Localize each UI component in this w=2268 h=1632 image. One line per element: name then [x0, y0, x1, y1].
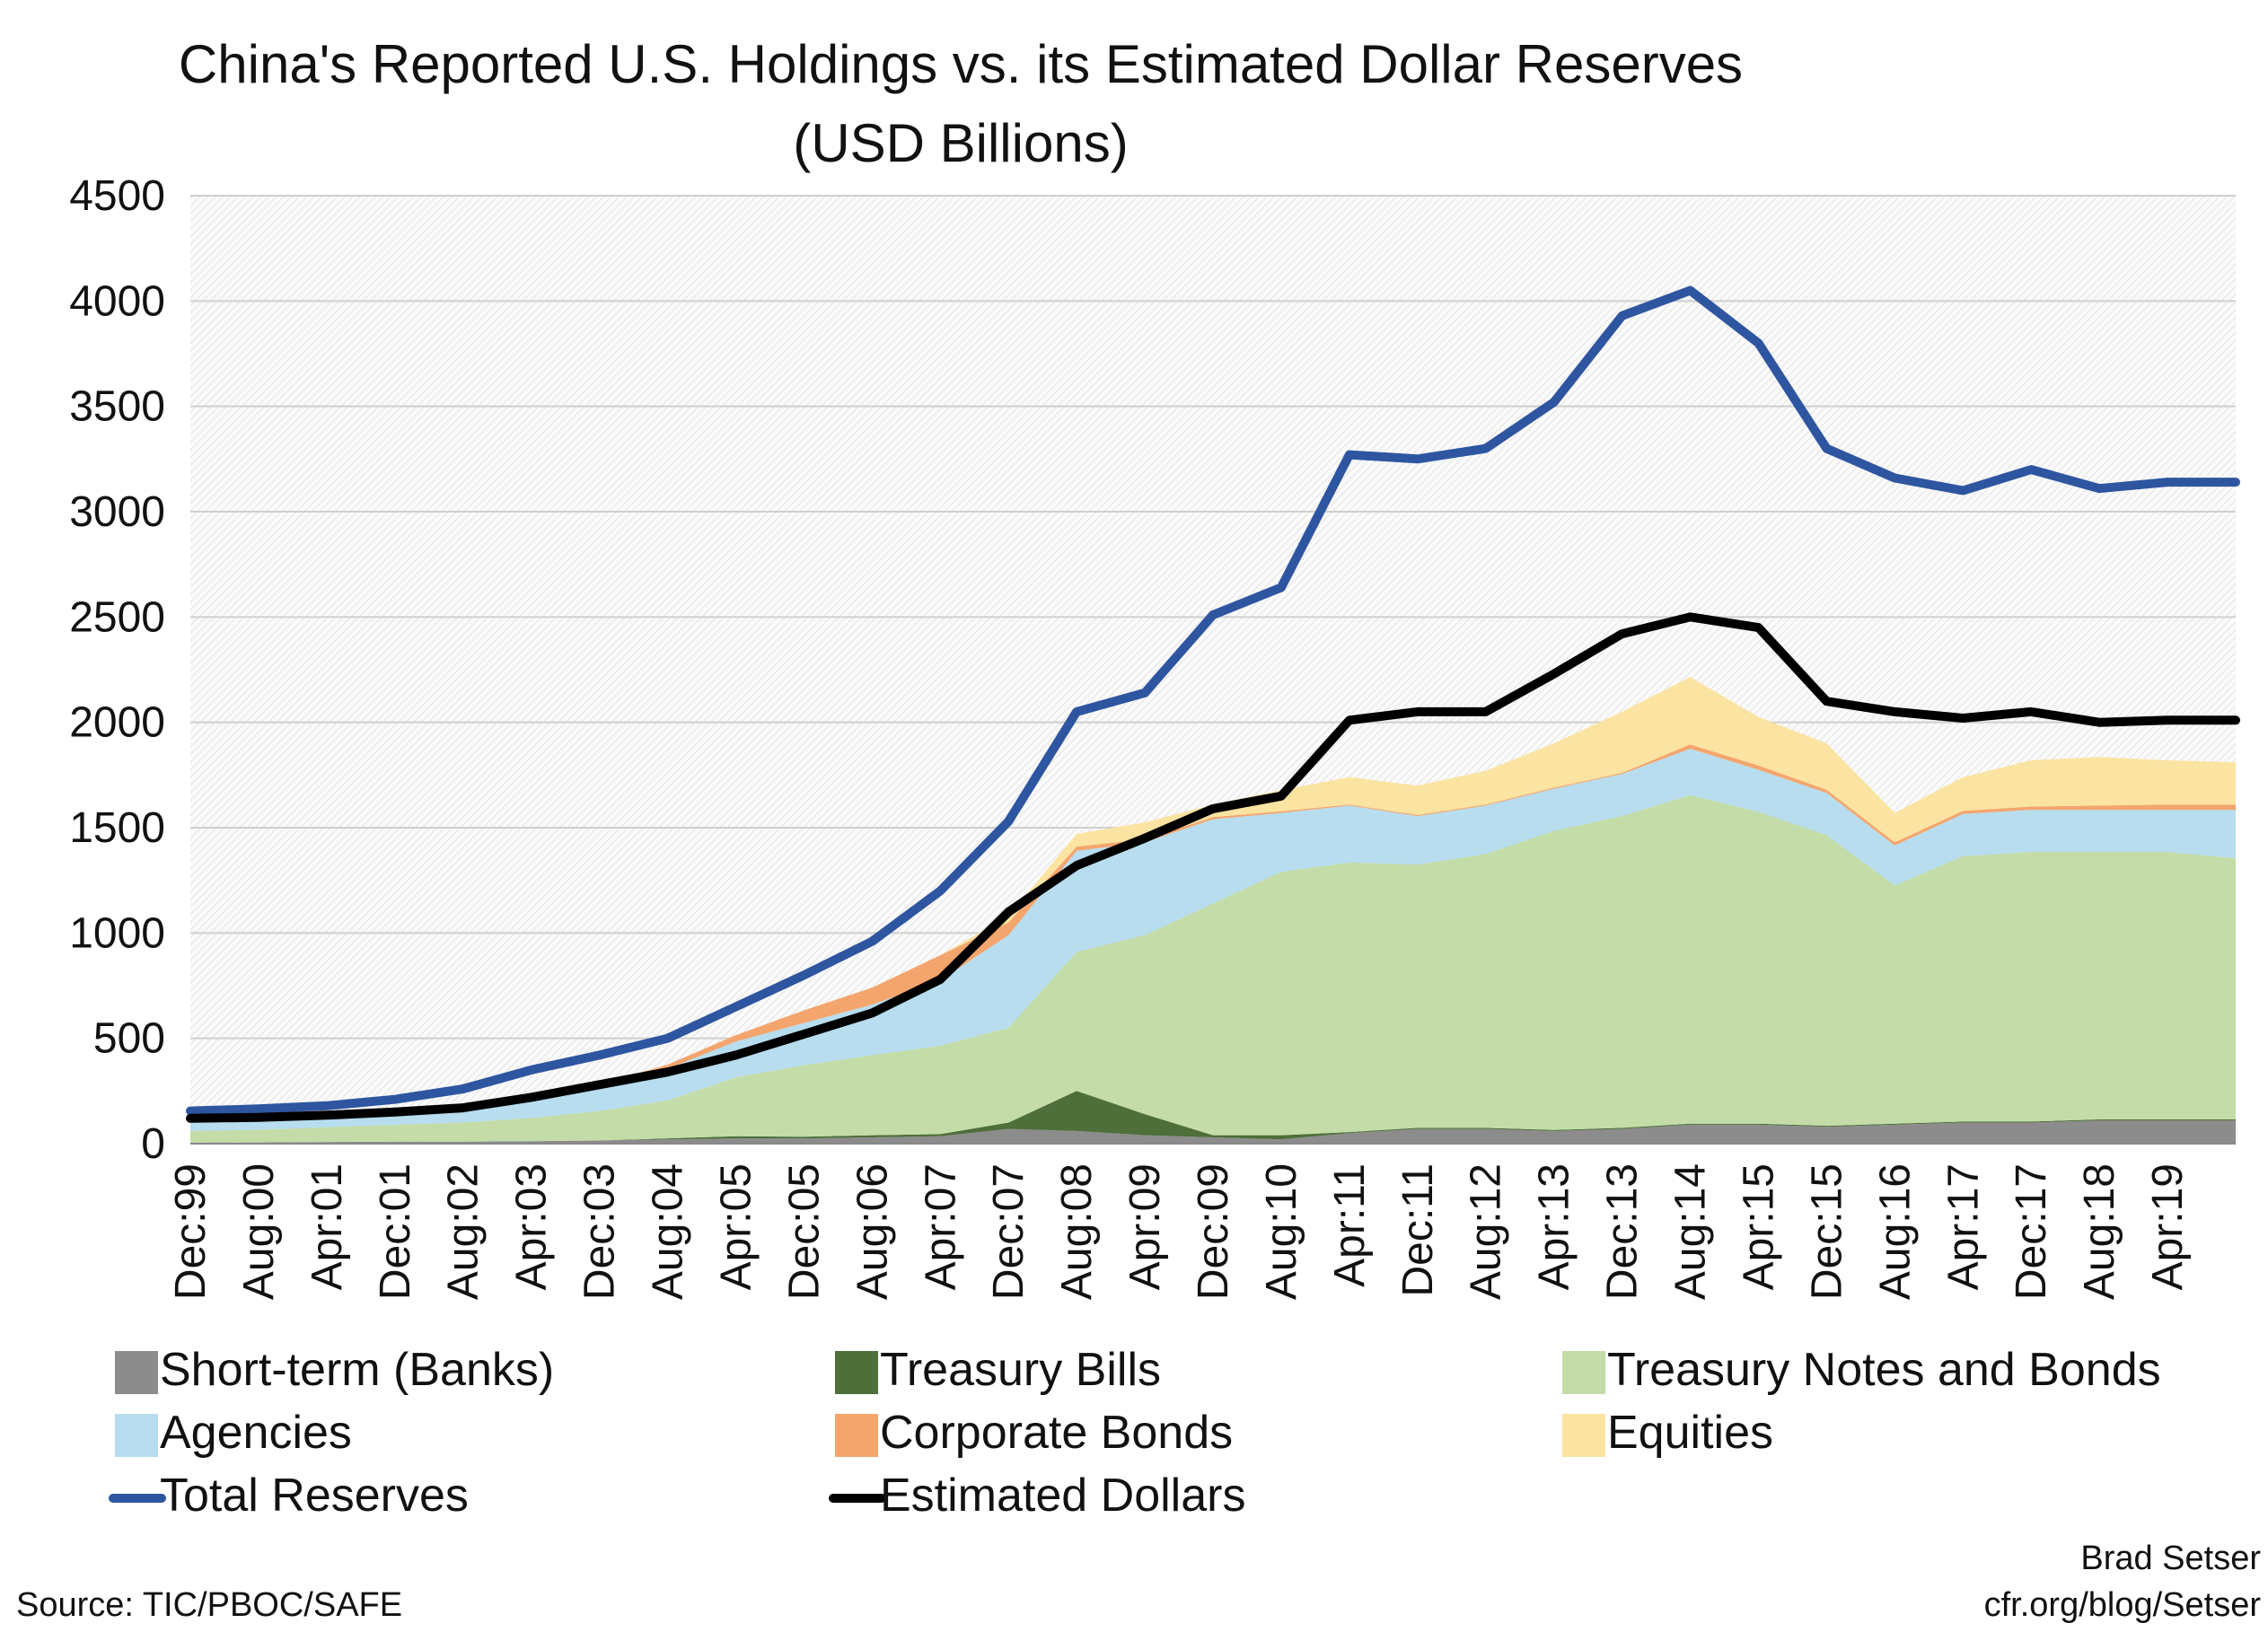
x-tick-label: Dec:13 [1599, 1163, 1647, 1300]
x-tick-label: Dec:03 [576, 1163, 624, 1300]
x-tick-label: Apr:07 [917, 1163, 964, 1290]
x-tick-label: Dec:11 [1394, 1163, 1442, 1297]
x-tick-label: Aug:04 [645, 1163, 692, 1300]
x-tick-label: Dec:15 [1803, 1163, 1850, 1300]
chart-title: China's Reported U.S. Holdings vs. its E… [179, 34, 1743, 94]
x-tick-label: Apr:13 [1531, 1163, 1578, 1290]
y-tick-label: 0 [141, 1120, 165, 1168]
line-series [186, 285, 2240, 1123]
y-tick-label: 2000 [69, 699, 165, 747]
chart-subtitle: (USD Billions) [793, 113, 1128, 173]
x-tick-label: Apr:05 [713, 1163, 760, 1290]
legend-swatch-treasury-bills [835, 1351, 878, 1394]
credit-author: Brad Setser [2080, 1540, 2261, 1577]
stacked-areas [190, 677, 2236, 1144]
legend-label-agencies: Agencies [160, 1407, 352, 1459]
legend-label-estimated-dollars: Estimated Dollars [880, 1470, 1245, 1522]
x-tick-label: Apr:17 [1939, 1163, 1987, 1290]
y-tick-label: 1500 [69, 804, 165, 852]
area-treasury-notes-and-bonds [190, 794, 2236, 1143]
x-tick-label: Aug:06 [848, 1163, 896, 1300]
y-tick-label: 3000 [69, 488, 165, 536]
legend-label-corporate-bonds: Corporate Bonds [880, 1407, 1233, 1459]
legend-swatch-agencies [115, 1414, 158, 1457]
x-tick-label: Dec:01 [372, 1163, 419, 1300]
x-tick-label: Aug:12 [1463, 1163, 1510, 1300]
x-tick-label: Aug:00 [235, 1163, 283, 1300]
y-tick-label: 3500 [69, 383, 165, 431]
x-tick-label: Dec:09 [1190, 1163, 1237, 1300]
legend-swatch-short-term-banks- [115, 1351, 158, 1394]
x-tick-label: Dec:99 [167, 1163, 215, 1300]
legend-swatch-treasury-notes-and-bonds [1562, 1351, 1605, 1394]
legend: Short-term (Banks) Treasury Bills Treasury… [109, 1344, 2161, 1522]
x-tick-label: Aug:14 [1667, 1163, 1715, 1300]
x-tick-label: Apr:01 [303, 1163, 351, 1290]
area-short-term-banks- [190, 1120, 2236, 1144]
x-tick-label: Dec:17 [2008, 1163, 2055, 1300]
source-note: Source: TIC/PBOC/SAFE [16, 1586, 402, 1624]
x-axis: Dec:99 Aug:00 Apr:01 Dec:01 Aug:02 Apr:03 Dec:… [167, 1143, 2236, 1300]
x-tick-label: Aug:08 [1053, 1163, 1101, 1300]
x-tick-label: Apr:19 [2144, 1163, 2192, 1290]
x-tick-label: Apr:11 [1326, 1163, 1374, 1287]
x-tick-label: Apr:15 [1736, 1163, 1783, 1290]
line-total-reserves [186, 285, 2240, 1116]
x-tick-label: Aug:02 [440, 1163, 488, 1300]
legend-label-short-term-banks-: Short-term (Banks) [160, 1344, 554, 1396]
y-tick-label: 2500 [69, 593, 165, 641]
legend-swatch-corporate-bonds [835, 1414, 878, 1457]
x-tick-label: Aug:18 [2076, 1163, 2123, 1300]
x-tick-label: Dec:07 [985, 1163, 1033, 1300]
y-tick-label: 500 [93, 1015, 165, 1063]
x-tick-label: Apr:09 [1121, 1163, 1169, 1290]
x-tick-label: Apr:03 [508, 1163, 556, 1290]
x-tick-label: Dec:05 [780, 1163, 828, 1300]
x-tick-label: Aug:16 [1871, 1163, 1919, 1300]
legend-label-treasury-notes-and-bonds: Treasury Notes and Bonds [1607, 1344, 2161, 1396]
line-estimated-dollars [186, 612, 2240, 1123]
legend-label-equities: Equities [1607, 1407, 1773, 1459]
y-tick-label: 1000 [69, 909, 165, 957]
legend-label-total-reserves: Total Reserves [160, 1470, 469, 1522]
x-tick-label: Aug:10 [1258, 1163, 1305, 1300]
y-axis: 0 500 1000 1500 2000 2500 3000 3500 4000 4500 [69, 172, 165, 1168]
legend-swatch-equities [1562, 1414, 1605, 1457]
legend-label-treasury-bills: Treasury Bills [880, 1344, 1161, 1396]
y-tick-label: 4500 [69, 172, 165, 220]
y-tick-label: 4000 [69, 277, 165, 325]
area-agencies [190, 749, 2236, 1131]
credit-url: cfr.org/blog/Setser [1984, 1586, 2262, 1624]
